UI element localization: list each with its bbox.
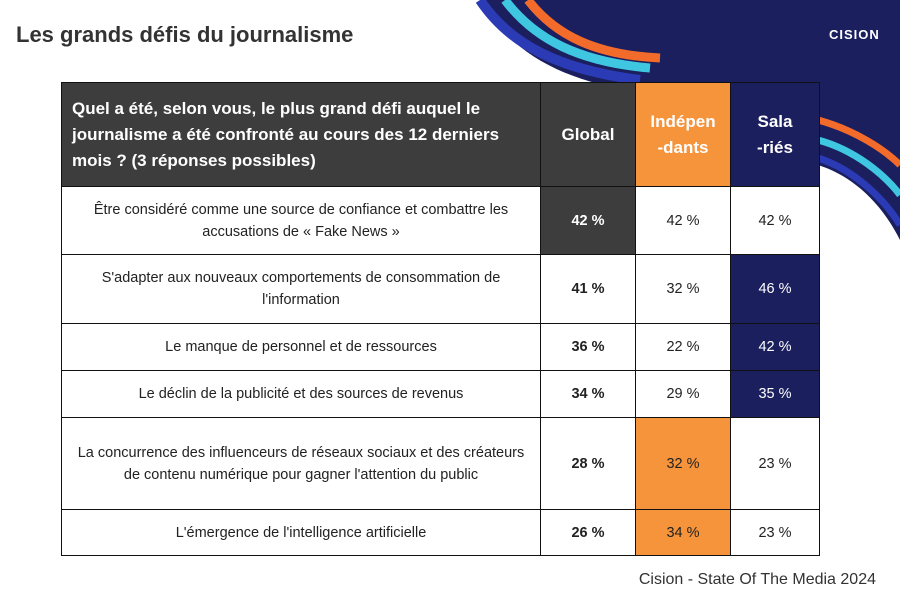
cell: 42 %	[730, 186, 820, 255]
cell: 28 %	[540, 417, 636, 510]
cell: 22 %	[635, 323, 731, 371]
header-cell: Indépen -dants	[635, 82, 731, 187]
cell: 23 %	[730, 417, 820, 510]
challenge: S'adapter aux nouveaux comportements de …	[61, 254, 541, 324]
cell: 34 %	[540, 370, 636, 418]
header-cell: Global	[540, 82, 636, 187]
cell: 29 %	[635, 370, 731, 418]
challenge: L'émergence de l'intelligence artificiel…	[61, 509, 541, 556]
header-cell: Sala -riés	[730, 82, 820, 187]
cell: 41 %	[540, 254, 636, 324]
cell: 46 %	[730, 254, 820, 324]
cell: 34 %	[635, 509, 731, 556]
challenge: La concurrence des influenceurs de résea…	[61, 417, 541, 510]
cell: 32 %	[635, 417, 731, 510]
table: Quel a été, selon vous, le plus grand dé…	[61, 82, 820, 556]
cell: 23 %	[730, 509, 820, 556]
challenge: Le manque de personnel et de ressources	[61, 323, 541, 371]
title: Les grands défis du journalisme	[16, 22, 354, 47]
challenge: Être considéré comme une source de confi…	[61, 186, 541, 255]
cell: 42 %	[635, 186, 731, 255]
cell: 35 %	[730, 370, 820, 418]
source: Cision - State Of The Media 2024	[638, 571, 876, 588]
cell: 42 %	[540, 186, 636, 255]
cell: 26 %	[540, 509, 636, 556]
challenge: Le déclin de la publicité et des sources…	[61, 370, 541, 418]
header-cell: Quel a été, selon vous, le plus grand dé…	[61, 82, 541, 187]
cell: 32 %	[635, 254, 731, 324]
cell: 42 %	[730, 323, 820, 371]
logo: CISION	[829, 27, 880, 42]
cell: 36 %	[540, 323, 636, 371]
